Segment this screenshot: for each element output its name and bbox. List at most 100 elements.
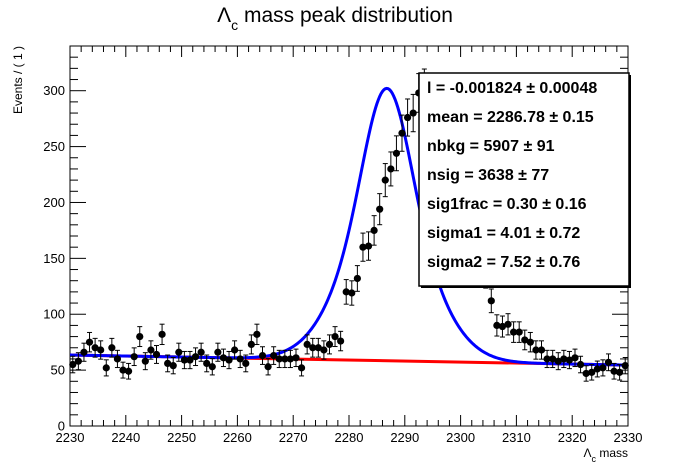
data-point xyxy=(85,331,94,353)
data-point xyxy=(364,231,373,261)
y-tick-label: 200 xyxy=(43,195,65,210)
data-point xyxy=(576,355,585,374)
data-point xyxy=(136,326,144,348)
data-point xyxy=(593,360,601,378)
point-marker xyxy=(314,344,322,352)
data-point xyxy=(69,355,77,374)
data-point xyxy=(141,352,149,371)
point-marker xyxy=(554,357,562,365)
x-tick-label: 2330 xyxy=(614,430,643,445)
data-point xyxy=(571,348,579,368)
data-point xyxy=(610,362,618,380)
xlabel-subscript: c xyxy=(591,454,596,464)
x-axis: 2230 2240 2250 2260 2270 2280 2290 2300 2310 2320… xyxy=(56,46,643,445)
data-point xyxy=(231,340,239,360)
point-marker xyxy=(203,359,211,368)
data-point xyxy=(314,337,322,358)
x-tick-label: 2280 xyxy=(335,430,364,445)
data-point xyxy=(325,334,334,355)
xlabel-rest: mass xyxy=(596,446,628,460)
point-marker xyxy=(258,351,267,360)
data-point xyxy=(342,279,350,305)
data-point xyxy=(504,313,512,336)
point-marker xyxy=(560,355,568,363)
x-tick-label: 2270 xyxy=(279,430,308,445)
point-marker xyxy=(180,356,188,364)
point-marker xyxy=(275,355,283,363)
point-marker xyxy=(80,348,88,356)
point-marker xyxy=(175,348,183,356)
data-point xyxy=(320,340,328,360)
data-point xyxy=(286,349,295,369)
data-point xyxy=(392,135,401,172)
point-marker xyxy=(231,346,239,354)
point-marker xyxy=(130,353,138,361)
data-point xyxy=(152,345,161,364)
data-point xyxy=(74,352,82,371)
data-point xyxy=(487,288,495,314)
data-point xyxy=(270,346,278,365)
point-marker xyxy=(593,365,601,373)
data-point xyxy=(359,232,367,262)
total-fit-curve xyxy=(69,86,629,367)
data-point xyxy=(409,93,417,133)
point-marker xyxy=(610,367,618,375)
fit-parameter-line: mean = 2286.78 ± 0.15 xyxy=(427,109,594,126)
data-point xyxy=(348,280,356,306)
stats-box-frame xyxy=(418,72,630,287)
data-point xyxy=(113,349,122,369)
point-marker xyxy=(292,354,300,362)
data-point xyxy=(498,315,507,338)
data-point xyxy=(80,342,88,362)
data-point xyxy=(108,337,116,358)
data-point xyxy=(303,334,311,355)
data-point xyxy=(180,350,188,370)
point-marker xyxy=(409,109,417,117)
point-marker xyxy=(141,357,149,365)
data-point xyxy=(604,353,613,372)
x-tick-label: 2310 xyxy=(502,430,531,445)
point-marker xyxy=(91,344,99,352)
total-fit-layer xyxy=(69,86,629,367)
data-point xyxy=(214,342,222,362)
data-point xyxy=(253,323,261,346)
x-tick-label: 2240 xyxy=(111,430,140,445)
data-point xyxy=(526,331,534,353)
point-marker xyxy=(353,274,361,283)
data-point xyxy=(588,364,596,381)
point-marker xyxy=(376,205,384,213)
point-marker xyxy=(398,129,406,137)
data-point xyxy=(242,354,250,373)
point-marker xyxy=(152,350,161,359)
point-marker xyxy=(214,348,222,356)
point-marker xyxy=(537,346,546,354)
point-marker xyxy=(571,354,579,362)
point-marker xyxy=(242,359,250,368)
y-tick-label: 50 xyxy=(51,363,65,378)
point-marker xyxy=(164,359,172,368)
data-point xyxy=(510,321,518,343)
point-marker xyxy=(325,340,334,349)
fit-parameter-line: nsig = 3638 ± 77 xyxy=(427,167,549,184)
point-marker xyxy=(253,330,261,338)
x-tick-label: 2230 xyxy=(56,430,85,445)
data-point xyxy=(387,151,395,187)
point-marker xyxy=(309,344,317,352)
x-tick-label: 2320 xyxy=(558,430,587,445)
point-marker xyxy=(197,348,205,356)
point-marker xyxy=(599,364,607,372)
point-marker xyxy=(169,362,177,370)
data-point xyxy=(554,352,562,371)
fit-parameters-box: l = -0.001824 ± 0.00048 mean = 2286.78 ± … xyxy=(418,72,631,288)
point-marker xyxy=(331,332,339,341)
x-tick-label: 2300 xyxy=(446,430,475,445)
data-point xyxy=(219,348,228,368)
point-marker xyxy=(403,113,412,122)
point-marker xyxy=(74,357,82,365)
point-marker xyxy=(136,332,144,341)
point-marker xyxy=(342,288,350,296)
data-point xyxy=(521,329,529,351)
data-point xyxy=(203,354,211,373)
point-marker xyxy=(588,368,596,376)
